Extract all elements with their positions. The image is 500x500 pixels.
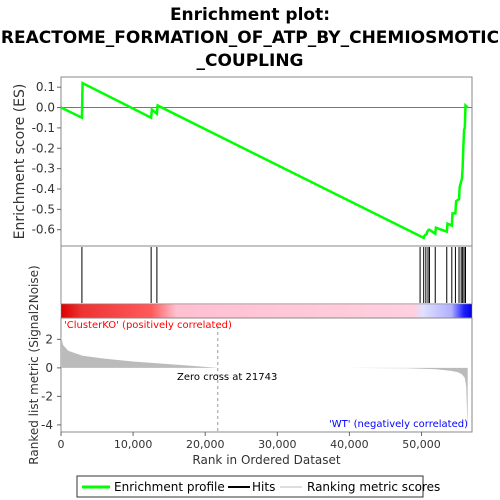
es-y-tick-label: -0.4 — [32, 182, 55, 196]
hits-frame — [60, 245, 473, 305]
metric-y-tick-label: -2 — [41, 389, 53, 403]
chart-title-line-3: _COUPLING — [196, 51, 304, 71]
es-plot-frame — [60, 76, 473, 247]
es-y-tick-label: -0.2 — [32, 141, 55, 155]
positive-correlation-label: 'ClusterKO' (positively correlated) — [64, 320, 232, 331]
legend-label-hits: Hits — [252, 480, 275, 494]
x-tick-label: 20,000 — [186, 438, 225, 451]
es-y-tick-label: -0.6 — [32, 223, 55, 237]
x-tick-label: 0 — [58, 438, 65, 451]
x-tick-label: 30,000 — [258, 438, 297, 451]
x-tick-label: 50,000 — [402, 438, 441, 451]
es-y-tick-label: -0.1 — [32, 121, 55, 135]
x-tick-label: 40,000 — [330, 438, 369, 451]
x-axis-label: Rank in Ordered Dataset — [192, 453, 340, 467]
chart-title-line-2: REACTOME_FORMATION_OF_ATP_BY_CHEMIOSMOTI… — [0, 28, 500, 48]
es-y-tick-label: -0.3 — [32, 162, 55, 176]
metric-y-tick-label: -4 — [41, 418, 53, 432]
es-y-tick-label: -0.5 — [32, 202, 55, 216]
chart-title-line-1: Enrichment plot: — [169, 5, 331, 25]
es-y-axis-label: Enrichment score (ES) — [12, 84, 28, 240]
legend-label-metric: Ranking metric scores — [307, 480, 440, 494]
legend: Enrichment profile Hits Ranking metric sco… — [76, 475, 440, 498]
metric-y-tick-label: 0 — [45, 361, 53, 375]
negative-correlation-label: 'WT' (negatively correlated) — [329, 419, 468, 430]
rank-colorbar — [60, 303, 473, 319]
legend-label-enrichment: Enrichment profile — [114, 480, 225, 494]
es-panel: 0.1 0.0 -0.1 -0.2 -0.3 -0.4 -0.5 -0.6 Enrichment… — [12, 76, 473, 247]
enrichment-profile-line — [60, 81, 469, 240]
metric-panel: Zero cross at 21743 'ClusterKO' (positive… — [27, 265, 473, 467]
x-tick-label: 10,000 — [114, 438, 153, 451]
zero-cross-label: Zero cross at 21743 — [177, 372, 277, 383]
es-y-tick-label: 0.1 — [36, 80, 55, 94]
hits-panel — [60, 245, 473, 305]
metric-y-axis-label: Ranked list metric (Signal2Noise) — [27, 265, 41, 464]
metric-plot-frame — [60, 317, 473, 433]
metric-y-tick-label: 2 — [45, 332, 53, 346]
rank-colorbar-fill — [60, 303, 473, 319]
es-y-tick-label: 0.0 — [36, 101, 55, 115]
